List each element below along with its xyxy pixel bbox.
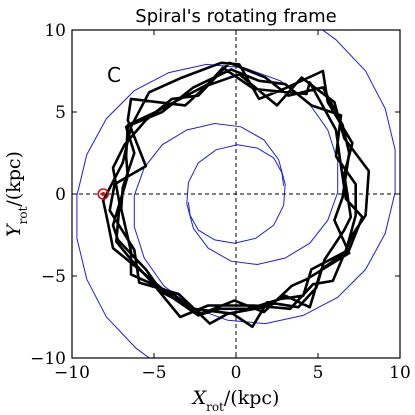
y-tick-label: −5 (41, 267, 66, 287)
y-axis-unit: /(kpc) (3, 151, 25, 207)
y-axis-label: Yrot/(kpc) (3, 151, 30, 237)
y-tick-label: 5 (55, 103, 66, 123)
x-tick-label: 10 (389, 363, 411, 383)
x-axis-unit: /(kpc) (224, 387, 280, 409)
x-axis-symbol: X (191, 387, 208, 409)
orbit-trajectory (101, 61, 371, 329)
spiral-arms (76, 30, 396, 358)
y-tick-label: 0 (55, 185, 66, 205)
x-tick-label: 0 (231, 363, 242, 383)
sun-marker-dot (101, 192, 106, 196)
axis-ticks: −10 −5 0 5 10 −10 −5 0 5 10 (30, 21, 411, 383)
orbit-line (101, 61, 371, 329)
sun-marker-group (97, 188, 109, 200)
x-tick-label: 5 (313, 363, 324, 383)
spiral-arm-1 (76, 63, 339, 358)
x-axis-subscript: rot (206, 400, 224, 414)
y-tick-label: 10 (44, 21, 66, 41)
x-tick-label: −10 (54, 363, 90, 383)
spiral-arm-2 (133, 30, 396, 325)
plot-area (72, 30, 400, 358)
x-axis-label: Xrot/(kpc) (191, 387, 280, 414)
y-tick-label: −10 (30, 349, 66, 369)
x-tick-label: −5 (141, 363, 166, 383)
sun-marker-ring (97, 188, 109, 200)
chart-title: Spiral's rotating frame (135, 6, 336, 27)
y-axis-symbol: Y (3, 222, 25, 237)
y-axis-subscript: rot (16, 206, 30, 224)
panel-label: C (107, 63, 121, 87)
